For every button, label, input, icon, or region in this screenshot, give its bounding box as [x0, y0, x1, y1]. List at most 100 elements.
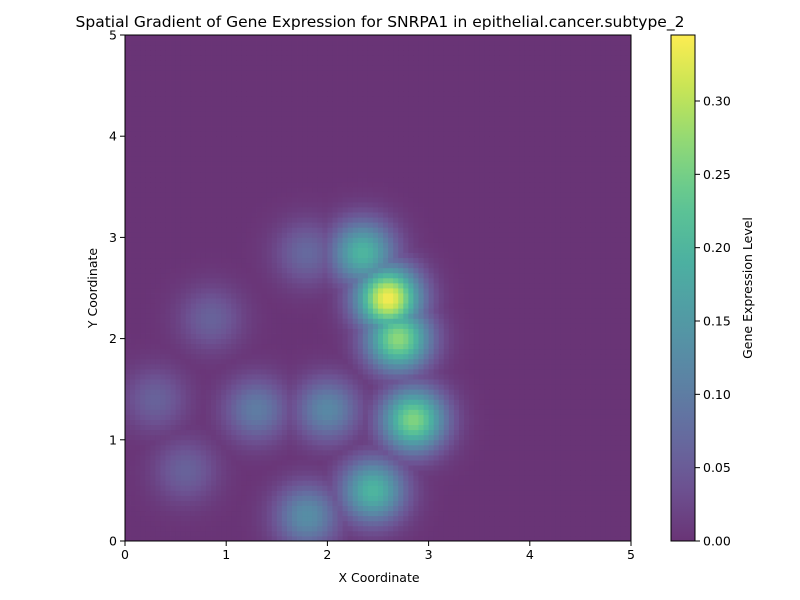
- heatmap-cell: [575, 409, 581, 415]
- heatmap-cell: [256, 510, 263, 517]
- heatmap-cell: [362, 379, 369, 385]
- heatmap-cell: [221, 363, 227, 370]
- heatmap-cell: [231, 505, 237, 512]
- heatmap-cell: [418, 288, 424, 294]
- heatmap-cell: [595, 328, 602, 334]
- heatmap-cell: [443, 510, 450, 517]
- heatmap-cell: [347, 490, 354, 496]
- heatmap-cell: [403, 505, 409, 512]
- heatmap-cell: [357, 389, 364, 395]
- heatmap-cell: [130, 414, 136, 420]
- heatmap-cell: [448, 318, 455, 324]
- heatmap-cell: [398, 465, 404, 471]
- heatmap-cell: [190, 480, 197, 486]
- heatmap-cell: [337, 338, 343, 345]
- heatmap-cell: [534, 303, 541, 309]
- heatmap-cell: [205, 353, 212, 360]
- heatmap-cell: [231, 439, 237, 446]
- heatmap-cell: [352, 530, 359, 537]
- heatmap-cell: [297, 343, 303, 350]
- heatmap-cell: [130, 343, 136, 350]
- heatmap-cell: [469, 328, 475, 334]
- heatmap-cell: [337, 439, 343, 446]
- heatmap-cell: [307, 303, 313, 309]
- heatmap-cell: [398, 404, 404, 410]
- heatmap-cell: [312, 318, 318, 324]
- heatmap-cell: [246, 288, 252, 294]
- heatmap-cell: [565, 490, 571, 496]
- heatmap-cell: [372, 424, 379, 431]
- heatmap-cell: [438, 293, 445, 299]
- heatmap-cell: [322, 353, 328, 360]
- heatmap-cell: [281, 374, 288, 380]
- heatmap-cell: [135, 480, 141, 486]
- heatmap-cell: [433, 510, 440, 517]
- heatmap-cell: [160, 490, 166, 496]
- heatmap-cell: [175, 424, 182, 431]
- heatmap-cell: [155, 505, 161, 512]
- heatmap-cell: [165, 394, 171, 400]
- heatmap-cell: [600, 419, 607, 426]
- heatmap-cell: [408, 374, 414, 380]
- heatmap-cell: [519, 449, 526, 456]
- heatmap-cell: [610, 363, 617, 370]
- heatmap-cell: [443, 535, 450, 542]
- heatmap-cell: [291, 323, 298, 329]
- heatmap-cell: [372, 293, 379, 299]
- heatmap-cell: [155, 303, 161, 309]
- heatmap-cell: [317, 394, 323, 400]
- heatmap-cell: [464, 404, 470, 410]
- heatmap-cell: [560, 328, 566, 334]
- heatmap-cell: [322, 429, 328, 436]
- heatmap-cell: [590, 363, 596, 370]
- heatmap-cell: [484, 298, 490, 304]
- heatmap-cell: [413, 449, 419, 456]
- heatmap-cell: [519, 485, 526, 491]
- heatmap-cell: [185, 363, 192, 370]
- heatmap-cell: [347, 419, 354, 426]
- heatmap-cell: [620, 525, 627, 532]
- heatmap-cell: [489, 313, 495, 319]
- heatmap-cell: [322, 460, 328, 466]
- heatmap-cell: [378, 439, 384, 446]
- heatmap-cell: [271, 485, 278, 491]
- heatmap-cell: [185, 535, 192, 542]
- heatmap-cell: [479, 394, 485, 400]
- heatmap-cell: [519, 384, 526, 390]
- heatmap-cell: [570, 394, 576, 400]
- heatmap-cell: [615, 530, 622, 537]
- heatmap-cell: [560, 343, 566, 350]
- heatmap-cell: [190, 293, 197, 299]
- heatmap-cell: [378, 404, 384, 410]
- heatmap-cell: [474, 399, 480, 405]
- heatmap-cell: [499, 338, 505, 345]
- heatmap-cell: [347, 460, 354, 466]
- heatmap-cell: [570, 404, 576, 410]
- heatmap-cell: [388, 449, 394, 456]
- heatmap-cell: [281, 368, 288, 375]
- heatmap-cell: [605, 348, 612, 355]
- heatmap-cell: [140, 404, 146, 410]
- heatmap-cell: [211, 409, 217, 415]
- heatmap-cell: [388, 485, 394, 491]
- heatmap-cell: [388, 510, 394, 517]
- heatmap-cell: [221, 470, 227, 476]
- heatmap-cell: [165, 374, 171, 380]
- heatmap-cell: [433, 293, 440, 299]
- heatmap-cell: [180, 530, 187, 537]
- heatmap-cell: [423, 470, 429, 476]
- heatmap-cell: [453, 288, 460, 294]
- heatmap-cell: [160, 495, 166, 501]
- heatmap-cell: [261, 348, 268, 355]
- heatmap-cell: [317, 333, 323, 339]
- heatmap-cell: [160, 434, 166, 441]
- heatmap-cell: [256, 429, 263, 436]
- heatmap-cell: [175, 338, 182, 345]
- heatmap-cell: [307, 343, 313, 350]
- heatmap-cell: [256, 318, 263, 324]
- heatmap-cell: [180, 363, 187, 370]
- heatmap-cell: [216, 414, 222, 420]
- heatmap-cell: [438, 318, 445, 324]
- heatmap-cell: [140, 384, 146, 390]
- heatmap-cell: [357, 429, 364, 436]
